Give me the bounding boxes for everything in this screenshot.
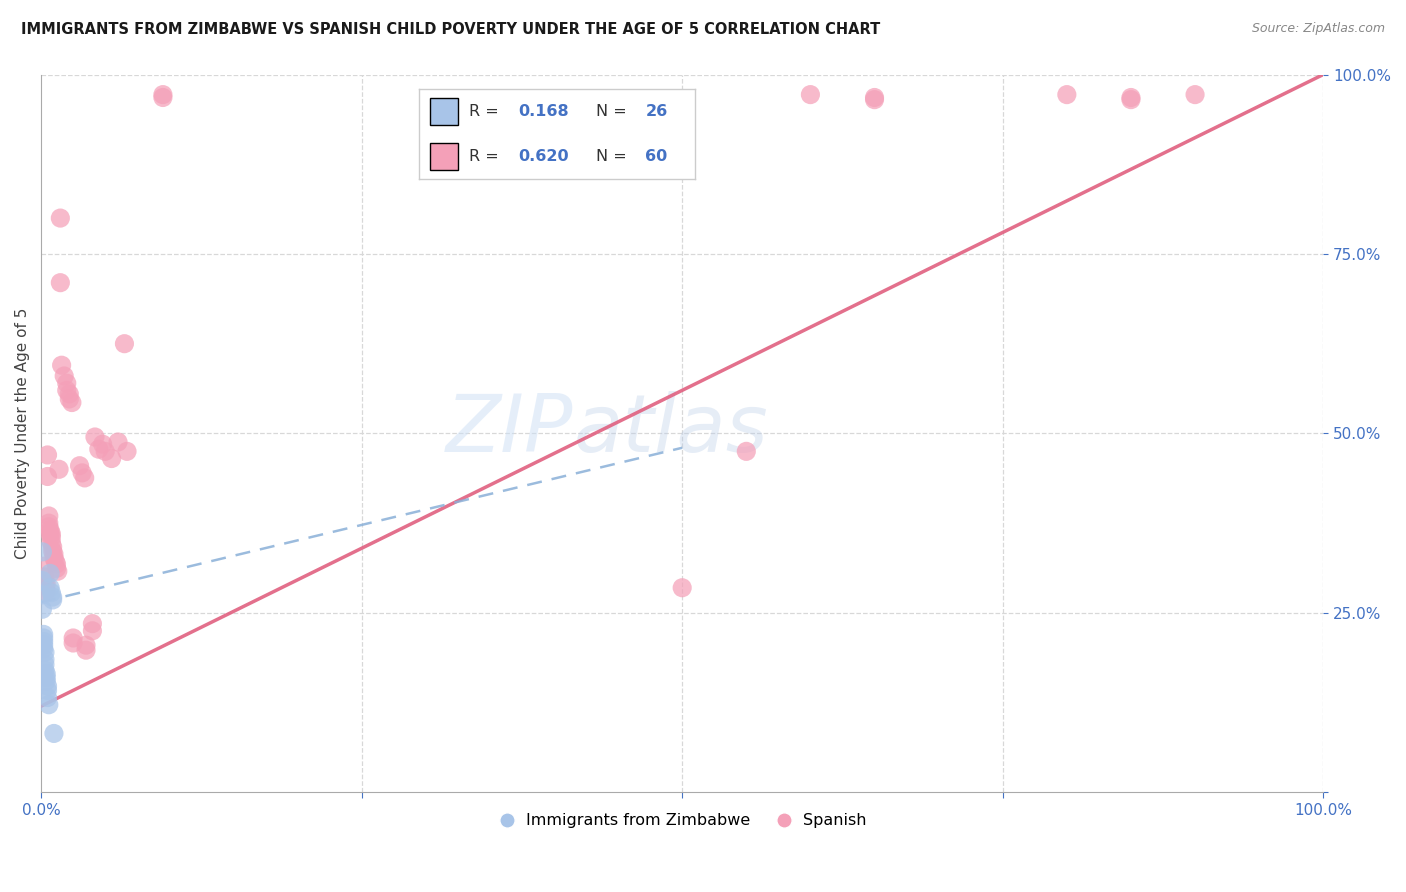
Point <box>863 90 886 104</box>
Point <box>55 384 77 398</box>
Point <box>35 674 58 689</box>
Point <box>62 631 84 645</box>
Point <box>51 358 73 372</box>
Y-axis label: Child Poverty Under the Age of 5: Child Poverty Under the Age of 5 <box>15 308 30 559</box>
Point <box>49 276 72 290</box>
Point <box>32 631 55 645</box>
Point <box>42 547 65 561</box>
Point <box>62 636 84 650</box>
Point <box>1184 87 1206 102</box>
Point <box>38 516 60 530</box>
Point <box>45 557 67 571</box>
Point <box>39 566 62 581</box>
Point <box>34 663 56 677</box>
Point <box>152 90 174 104</box>
Point <box>91 437 114 451</box>
Point <box>31 588 53 602</box>
Point <box>799 87 821 102</box>
Point <box>87 442 110 457</box>
Point <box>73 471 96 485</box>
Point <box>34 645 56 659</box>
Point <box>42 550 65 565</box>
Text: Source: ZipAtlas.com: Source: ZipAtlas.com <box>1251 22 1385 36</box>
Point <box>32 559 55 574</box>
Point <box>39 524 62 538</box>
Point <box>41 540 63 554</box>
Point <box>35 670 58 684</box>
Point <box>35 666 58 681</box>
Point <box>107 435 129 450</box>
Point <box>44 554 66 568</box>
Point <box>34 577 56 591</box>
Point <box>82 624 104 638</box>
Point <box>35 577 58 591</box>
Point <box>58 387 80 401</box>
Point <box>94 444 117 458</box>
Point <box>49 211 72 225</box>
Point <box>152 87 174 102</box>
Point <box>1119 93 1142 107</box>
Point <box>41 544 63 558</box>
Text: atlas: atlas <box>574 391 768 469</box>
Point <box>32 638 55 652</box>
Point <box>82 616 104 631</box>
Point <box>41 586 63 600</box>
Point <box>70 466 93 480</box>
Point <box>31 574 53 588</box>
Point <box>84 430 107 444</box>
Point <box>60 395 83 409</box>
Point <box>32 627 55 641</box>
Point <box>114 336 136 351</box>
Point <box>46 564 69 578</box>
Point <box>31 545 53 559</box>
Point <box>34 657 56 672</box>
Point <box>37 683 59 698</box>
Point <box>671 581 693 595</box>
Point <box>1056 87 1078 102</box>
Point <box>39 581 62 595</box>
Legend: Immigrants from Zimbabwe, Spanish: Immigrants from Zimbabwe, Spanish <box>491 806 873 835</box>
Point <box>32 641 55 656</box>
Point <box>37 679 59 693</box>
Point <box>42 726 65 740</box>
Text: ZIP: ZIP <box>446 391 574 469</box>
Point <box>37 690 59 705</box>
Point <box>39 527 62 541</box>
Point <box>115 444 138 458</box>
Point <box>41 590 63 604</box>
Point <box>32 634 55 648</box>
Point <box>45 561 67 575</box>
Point <box>69 458 91 473</box>
Text: IMMIGRANTS FROM ZIMBABWE VS SPANISH CHILD POVERTY UNDER THE AGE OF 5 CORRELATION: IMMIGRANTS FROM ZIMBABWE VS SPANISH CHIL… <box>21 22 880 37</box>
Point <box>34 570 56 584</box>
Point <box>37 469 59 483</box>
Point <box>38 520 60 534</box>
Point <box>41 593 63 607</box>
Point <box>75 643 97 657</box>
Point <box>1119 90 1142 104</box>
Point <box>41 531 63 545</box>
Point <box>37 448 59 462</box>
Point <box>41 535 63 549</box>
Point <box>53 369 76 384</box>
Point <box>35 584 58 599</box>
Point <box>58 392 80 406</box>
Point <box>55 376 77 391</box>
Point <box>735 444 758 458</box>
Point <box>38 698 60 712</box>
Point <box>41 527 63 541</box>
Point <box>863 93 886 107</box>
Point <box>38 508 60 523</box>
Point <box>34 652 56 666</box>
Point <box>31 602 53 616</box>
Point <box>75 638 97 652</box>
Point <box>100 451 122 466</box>
Point <box>48 462 70 476</box>
